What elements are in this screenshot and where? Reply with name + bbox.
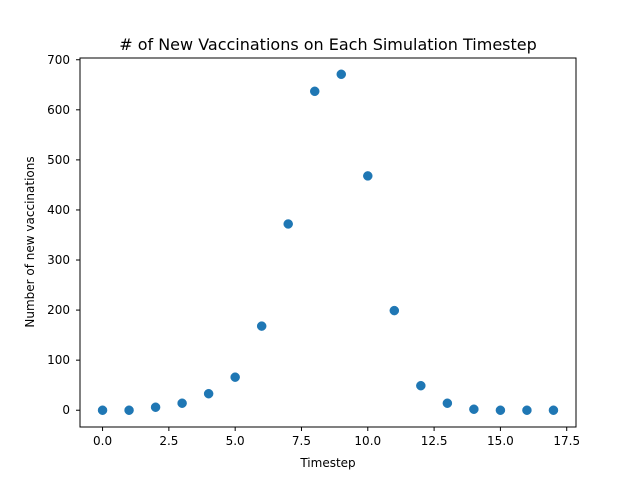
x-tick-label-3: 7.5 <box>292 434 311 448</box>
x-tick-label-7: 17.5 <box>553 434 580 448</box>
data-point-17 <box>548 405 559 415</box>
x-tick-label-5: 12.5 <box>421 434 448 448</box>
data-point-3 <box>177 398 187 408</box>
data-point-13 <box>442 398 453 408</box>
data-point-0 <box>97 405 108 415</box>
data-point-2 <box>150 402 161 412</box>
series-layer <box>97 69 559 415</box>
y-axis-ticks: 0 100 200 300 400 500 600 700 <box>47 53 80 417</box>
x-tick-label-2: 5.0 <box>226 434 245 448</box>
x-tick-label-1: 2.5 <box>159 434 178 448</box>
y-tick-label-2: 200 <box>47 303 70 317</box>
data-point-1 <box>124 405 134 415</box>
x-tick-label-4: 10.0 <box>354 434 381 448</box>
plot-frame <box>79 57 577 428</box>
y-tick-label-0: 0 <box>62 403 70 417</box>
data-point-8 <box>309 86 320 97</box>
data-point-14 <box>469 404 479 414</box>
y-tick-label-6: 600 <box>47 103 70 117</box>
y-tick-label-5: 500 <box>47 153 70 167</box>
x-axis-ticks: 0.0 2.5 5.0 7.5 10.0 12.5 15.0 17.5 <box>93 427 580 448</box>
y-axis-label: Number of new vaccinations <box>23 156 37 327</box>
y-tick-label-4: 400 <box>47 203 70 217</box>
y-tick-label-1: 100 <box>47 353 70 367</box>
data-point-11 <box>389 305 400 316</box>
data-point-5 <box>230 372 240 382</box>
data-point-6 <box>256 321 267 331</box>
data-point-12 <box>416 380 426 391</box>
plot-area <box>80 58 576 427</box>
y-tick-label-3: 300 <box>47 253 70 267</box>
data-point-10 <box>363 171 373 181</box>
x-axis-label: Timestep <box>299 456 355 470</box>
y-tick-label-7: 700 <box>47 53 70 67</box>
data-point-9 <box>336 69 347 80</box>
x-tick-label-0: 0.0 <box>93 434 112 448</box>
x-tick-label-6: 15.0 <box>487 434 514 448</box>
data-point-7 <box>283 219 293 229</box>
data-point-4 <box>203 388 214 399</box>
data-point-16 <box>522 405 532 415</box>
chart-title: # of New Vaccinations on Each Simulation… <box>119 35 537 54</box>
plot-background <box>80 58 576 427</box>
data-point-15 <box>495 405 506 415</box>
